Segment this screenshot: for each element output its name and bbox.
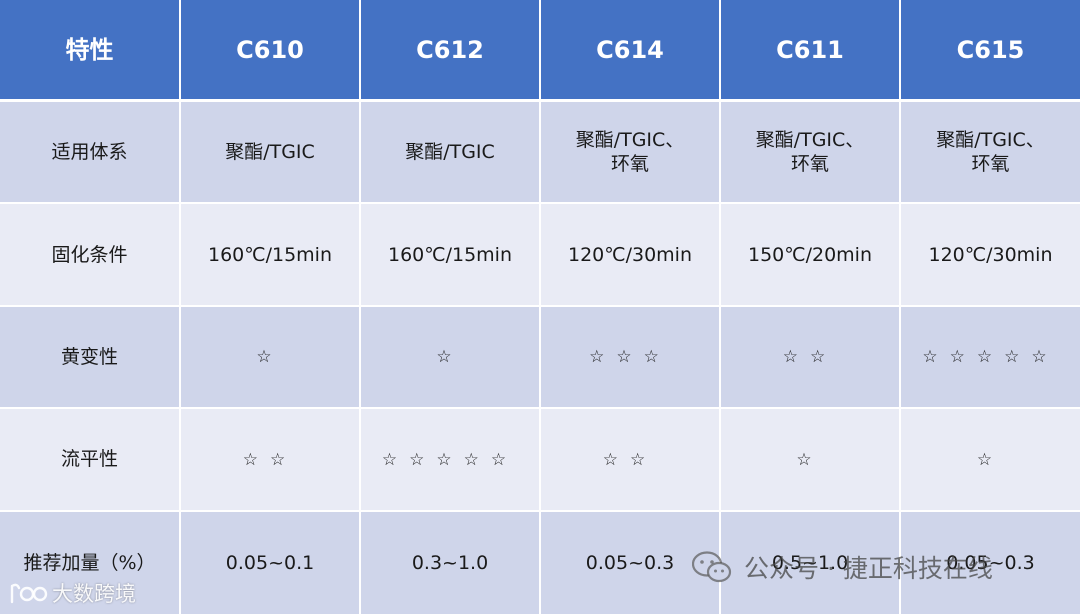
table-row: 黄变性 ☆ ☆ ☆☆☆ ☆☆ ☆☆☆☆☆	[0, 306, 1080, 410]
cell-line: 150℃/20min	[747, 243, 872, 266]
star-rating: ☆	[256, 347, 284, 368]
table-cell: ☆☆	[181, 409, 361, 512]
table-cell: ☆	[901, 409, 1080, 512]
cell-line: 聚酯/TGIC、	[755, 129, 865, 152]
table-cell: 聚酯/TGIC、 环氧	[721, 102, 901, 205]
table-row: 适用体系 聚酯/TGIC 聚酯/TGIC 聚酯/TGIC、 环氧 聚酯/TGIC、…	[0, 102, 1080, 205]
table-row: 推荐加量（%） 0.05~0.1 0.3~1.0 0.05~0.3 0.5~1.…	[0, 511, 1080, 614]
header-c615: C615	[901, 0, 1080, 102]
cell-line: 环氧	[610, 153, 649, 176]
row-label: 流平性	[0, 409, 181, 512]
cell-line: 160℃/15min	[207, 243, 332, 266]
table-cell: ☆	[721, 409, 901, 512]
star-rating: ☆☆☆☆☆	[922, 347, 1059, 368]
header-row: 特性 C610 C612 C614 C611 C615	[0, 0, 1080, 102]
star-rating: ☆☆	[782, 347, 838, 368]
row-label: 黄变性	[0, 306, 181, 410]
table-cell: 0.05~0.1	[181, 511, 361, 614]
cell-line: 聚酯/TGIC	[405, 141, 495, 164]
star-rating: ☆	[796, 449, 824, 470]
table-cell: 聚酯/TGIC	[181, 102, 361, 205]
header-c614: C614	[541, 0, 721, 102]
table-cell: 160℃/15min	[181, 204, 361, 307]
cell-line: 环氧	[790, 153, 829, 176]
star-rating: ☆	[976, 449, 1005, 470]
table-cell: 聚酯/TGIC、 环氧	[541, 102, 721, 205]
cell-line: 聚酯/TGIC	[225, 141, 315, 164]
header-c612: C612	[361, 0, 541, 102]
cell-line: 环氧	[971, 153, 1010, 176]
cell-line: 0.05~0.3	[946, 551, 1035, 574]
star-rating: ☆☆☆☆☆	[381, 449, 519, 470]
table-cell: ☆	[181, 306, 361, 410]
star-rating: ☆☆	[242, 449, 298, 470]
table-cell: 0.05~0.3	[541, 511, 721, 614]
cell-line: 120℃/30min	[928, 243, 1053, 266]
table-cell: 0.05~0.3	[901, 511, 1080, 614]
header-c611: C611	[721, 0, 901, 102]
cell-line: 120℃/30min	[567, 243, 692, 266]
star-rating: ☆☆	[602, 449, 658, 470]
star-rating: ☆☆☆	[589, 347, 671, 368]
cell-line: 0.05~0.3	[585, 551, 675, 574]
cell-line: 0.05~0.1	[225, 551, 315, 574]
table-cell: 120℃/30min	[541, 204, 721, 307]
cell-line: 0.5~1.0	[771, 551, 849, 574]
table-cell: ☆☆	[721, 306, 901, 410]
table-cell: ☆☆☆☆☆	[901, 306, 1080, 410]
table-cell: 150℃/20min	[721, 204, 901, 307]
table-cell: ☆☆	[541, 409, 721, 512]
table-cell: 聚酯/TGIC、 环氧	[901, 102, 1080, 205]
table-cell: ☆☆☆☆☆	[361, 409, 541, 512]
row-label: 推荐加量（%）	[0, 511, 181, 614]
table-row: 固化条件 160℃/15min 160℃/15min 120℃/30min 15…	[0, 204, 1080, 307]
header-c610: C610	[181, 0, 361, 102]
cell-line: 160℃/15min	[387, 243, 512, 266]
row-label: 适用体系	[0, 102, 181, 205]
table-cell: 0.5~1.0	[721, 511, 901, 614]
table-cell: 120℃/30min	[901, 204, 1080, 307]
cell-line: 聚酯/TGIC、	[575, 129, 685, 152]
table-cell: 160℃/15min	[361, 204, 541, 307]
table-cell: ☆☆☆	[541, 306, 721, 410]
table-row: 流平性 ☆☆ ☆☆☆☆☆ ☆☆ ☆ ☆	[0, 409, 1080, 512]
header-property: 特性	[0, 0, 181, 102]
star-rating: ☆	[436, 347, 464, 368]
table-cell: 聚酯/TGIC	[361, 102, 541, 205]
cell-line: 聚酯/TGIC、	[936, 129, 1045, 152]
cell-line: 0.3~1.0	[411, 551, 489, 574]
table-cell: ☆	[361, 306, 541, 410]
table-cell: 0.3~1.0	[361, 511, 541, 614]
row-label: 固化条件	[0, 204, 181, 307]
